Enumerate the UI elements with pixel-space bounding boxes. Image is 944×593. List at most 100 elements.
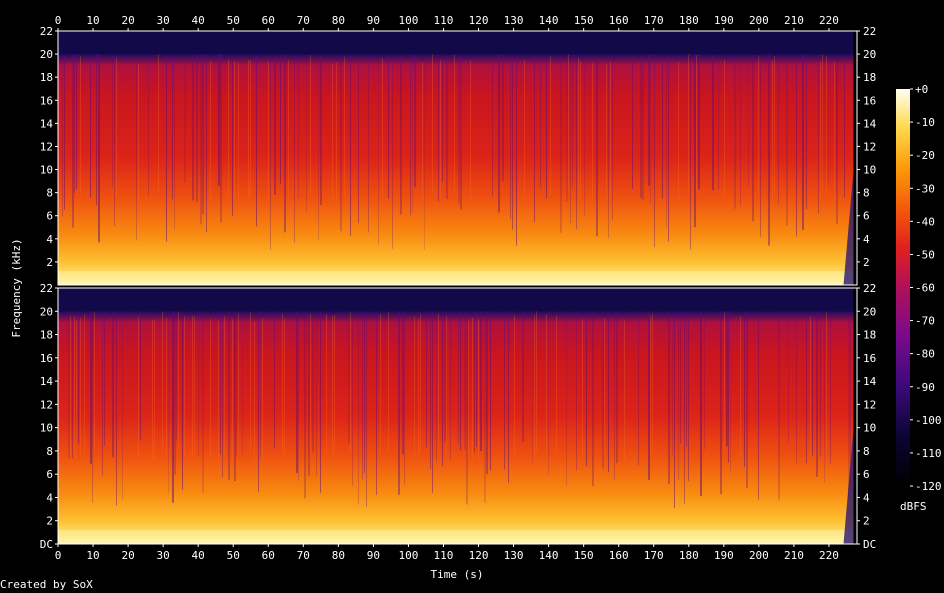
dark-stripe (348, 311, 350, 443)
y-tick-label: 14 (863, 375, 877, 388)
bright-stripe (192, 315, 193, 456)
dark-stripe (366, 311, 367, 507)
dark-stripe (72, 311, 73, 459)
bright-stripe (556, 315, 557, 456)
dark-stripe (316, 311, 317, 477)
y-tick-label: 4 (46, 491, 53, 504)
y-tick-label: 6 (46, 468, 53, 481)
channel-1-spectrogram (57, 30, 858, 286)
y-tick-label: 6 (863, 210, 870, 223)
x-tick-label: 180 (679, 549, 699, 562)
dark-stripe (744, 311, 745, 467)
x-tick-label: 70 (297, 549, 310, 562)
dark-stripe (602, 311, 604, 469)
bright-stripe (478, 319, 479, 460)
bright-stripe (454, 54, 455, 194)
dark-stripe (352, 311, 353, 486)
bright-stripe (158, 54, 159, 193)
y-tick-label: 2 (46, 515, 53, 528)
dark-stripe (778, 311, 780, 501)
x-tick-label: 50 (227, 14, 240, 27)
panel-frame (57, 30, 858, 286)
x-tick-label: 10 (86, 14, 99, 27)
dark-stripe (68, 311, 70, 459)
dark-stripe (796, 311, 797, 464)
dark-stripe (304, 311, 306, 499)
dark-stripe (168, 311, 169, 494)
dark-stripe (796, 54, 797, 237)
bright-stripe (288, 60, 289, 199)
y-tick-label: 2 (863, 256, 870, 269)
dark-stripe (172, 54, 173, 200)
dark-stripe (648, 54, 650, 186)
y-tick-label: 12 (40, 398, 53, 411)
dark-stripe (466, 311, 468, 505)
bright-stripe (224, 315, 225, 456)
dark-stripe (758, 311, 759, 500)
dark-stripe (788, 311, 789, 443)
bright-stripe (332, 315, 333, 456)
dark-stripe (90, 311, 92, 464)
dark-stripe (818, 54, 819, 214)
y-tick-label: 14 (40, 117, 54, 130)
dark-stripe (748, 54, 749, 187)
dark-stripe (650, 54, 651, 204)
x-tick-label: 0 (55, 14, 62, 27)
dark-stripe (576, 54, 577, 230)
x-tick-label: 110 (434, 549, 454, 562)
bright-stripe (178, 311, 179, 452)
x-tick-label: 50 (227, 549, 240, 562)
bright-stripe (284, 318, 285, 459)
bright-stripe (546, 314, 547, 454)
bright-stripe (70, 315, 71, 456)
x-axis-label: Time (s) (431, 568, 484, 581)
dark-stripe (206, 54, 207, 233)
bright-stripe (534, 315, 535, 455)
dark-stripe (450, 311, 451, 461)
dark-stripe (76, 54, 77, 190)
y-tick-label: 2 (863, 515, 870, 528)
bright-stripe (210, 318, 211, 459)
y-tick-label: 6 (46, 210, 53, 223)
bright-stripe (74, 316, 75, 456)
bright-stripe (282, 313, 283, 453)
colorbar (896, 89, 910, 486)
bright-stripe (238, 62, 239, 202)
panel-frame (57, 287, 858, 545)
bright-stripe (76, 320, 77, 461)
dark-stripe (522, 311, 524, 442)
x-tick-label: 200 (749, 549, 769, 562)
fade-out-tail (843, 428, 854, 544)
bright-stripe (472, 318, 473, 458)
dark-stripe (202, 54, 204, 215)
bright-stripe (550, 56, 551, 196)
dark-stripe (480, 311, 482, 452)
dark-stripe (340, 54, 342, 232)
bright-stripe (254, 321, 255, 461)
dark-stripe (446, 54, 448, 199)
bright-stripe (440, 60, 441, 199)
dark-stripe (296, 311, 298, 473)
dark-stripe (298, 311, 299, 481)
dark-stripe (540, 54, 541, 188)
y-tick-label: DC (863, 538, 876, 551)
dark-stripe (802, 54, 804, 230)
colorbar-label: dBFS (900, 500, 927, 513)
dark-stripe (824, 311, 825, 483)
dark-stripe (638, 311, 639, 466)
bright-stripe (232, 319, 233, 459)
x-tick-label: 60 (262, 549, 275, 562)
dark-stripe (760, 54, 761, 237)
dark-stripe (358, 311, 359, 505)
bright-stripe (250, 312, 251, 452)
dark-stripe (746, 311, 748, 489)
dark-stripe (444, 311, 446, 442)
dark-stripe (608, 311, 609, 473)
dark-stripe (308, 311, 310, 476)
dark-stripe (320, 311, 321, 493)
dark-stripe (458, 54, 460, 204)
bright-stripe (194, 317, 195, 457)
x-tick-label: 30 (157, 14, 170, 27)
dark-stripe (512, 54, 513, 230)
bright-stripe (610, 61, 611, 201)
